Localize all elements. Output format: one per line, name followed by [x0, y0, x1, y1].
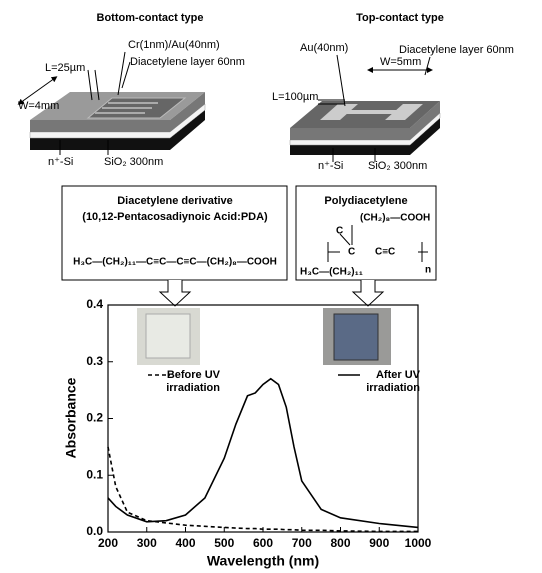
arrow: [160, 280, 190, 306]
y-tick-label: 0.4: [86, 297, 103, 311]
x-tick-label: 400: [175, 536, 195, 550]
label: Cr(1nm)/Au(40nm): [128, 39, 220, 51]
formula: C≡C: [375, 247, 395, 258]
x-tick-label: 200: [98, 536, 118, 550]
x-tick-label: 900: [369, 536, 389, 550]
film: [146, 314, 190, 358]
film: [334, 314, 378, 360]
series-line: [108, 447, 418, 532]
device-title: Bottom-contact type: [97, 12, 204, 24]
formula: n: [425, 265, 431, 276]
figure: Bottom-contact type Cr(1nm)/Au(40nm) L=2…: [0, 0, 542, 573]
label: Diacetylene layer 60nm: [130, 56, 245, 68]
label: SiO₂ 300nm: [368, 160, 427, 172]
x-tick-label: 1000: [405, 536, 432, 550]
legend-label: Before UV irradiation: [150, 369, 220, 395]
label: L=100µm: [272, 91, 318, 103]
x-axis-title: Wavelength (nm): [207, 553, 319, 569]
label: L=25µm: [45, 62, 85, 74]
arrow: [353, 280, 383, 306]
label: SiO₂ 300nm: [104, 156, 163, 168]
x-tick-label: 300: [137, 536, 157, 550]
formula: C: [336, 226, 343, 237]
y-tick-label: 0.3: [86, 354, 103, 368]
y-axis-title: Absorbance: [63, 377, 79, 458]
formula: C: [348, 247, 355, 258]
formula: H₃C—(CH₂)₁₁—C≡C—C≡C—(CH₂)₈—COOH: [73, 257, 277, 268]
label: Au(40nm): [300, 42, 348, 54]
x-tick-label: 800: [330, 536, 350, 550]
label: W=5mm: [380, 56, 421, 68]
label: W=4mm: [18, 100, 59, 112]
y-tick-label: 0.1: [86, 467, 103, 481]
formula: (CH₂)₈—COOH: [360, 213, 430, 224]
box-title: Polydiacetylene: [324, 195, 407, 207]
device-title: Top-contact type: [356, 12, 444, 24]
top-contact-device: [290, 55, 440, 162]
box-title: Diacetylene derivative: [117, 195, 233, 207]
box-subtitle: (10,12-Pentacosadiynoic Acid:PDA): [82, 211, 268, 223]
label: n⁺-Si: [48, 156, 73, 168]
formula: H₃C—(CH₂)₁₁: [300, 267, 363, 278]
x-tick-label: 700: [292, 536, 312, 550]
label: n⁺-Si: [318, 160, 343, 172]
figure-canvas: Bottom-contact type Cr(1nm)/Au(40nm) L=2…: [0, 0, 542, 573]
x-tick-label: 500: [214, 536, 234, 550]
series-line: [108, 379, 418, 528]
legend-label: After UV irradiation: [350, 369, 420, 395]
x-tick-label: 600: [253, 536, 273, 550]
y-tick-label: 0.2: [86, 411, 103, 425]
label: Diacetylene layer 60nm: [399, 44, 514, 56]
